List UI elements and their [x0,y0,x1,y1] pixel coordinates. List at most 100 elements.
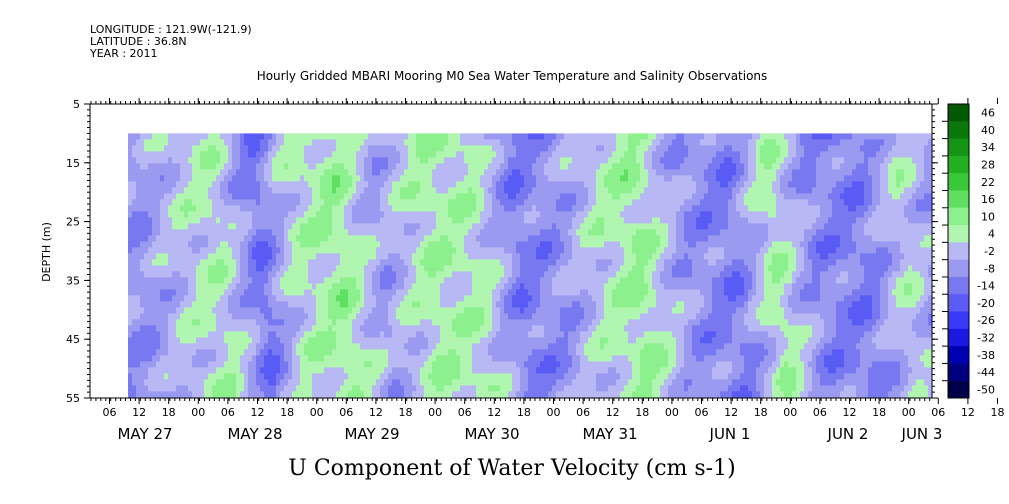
heatmap-cell [356,307,361,314]
heatmap-cell [304,283,309,290]
heatmap-cell [268,265,273,272]
heatmap-cell [388,265,393,272]
heatmap-cell [512,205,517,212]
heatmap-cell [260,349,265,356]
heatmap-cell [144,361,149,368]
heatmap-cell [380,181,385,188]
heatmap-cell [140,151,145,158]
heatmap-cell [320,361,325,368]
heatmap-cell [320,271,325,278]
heatmap-cell [284,343,289,350]
heatmap-cell [196,355,201,362]
heatmap-cell [392,211,397,218]
heatmap-cell [348,181,353,188]
heatmap-cell [500,355,505,362]
heatmap-cell [360,331,365,338]
heatmap-cell [324,223,329,230]
heatmap-cell [556,223,561,230]
heatmap-cell [404,157,409,164]
heatmap-cell [176,223,181,230]
heatmap-cell [396,193,401,200]
heatmap-cell [212,325,217,332]
heatmap-cell [276,373,281,380]
heatmap-cell [304,313,309,320]
heatmap-cell [152,253,157,260]
heatmap-cell [332,181,337,188]
heatmap-cell [512,193,517,200]
heatmap-cell [332,391,337,398]
heatmap-cell [536,331,541,338]
heatmap-cell [304,211,309,218]
heatmap-cell [172,223,177,230]
heatmap-cell [188,337,193,344]
heatmap-cell [400,307,405,314]
heatmap-cell [204,301,209,308]
heatmap-cell [480,145,485,152]
heatmap-cell [272,337,277,344]
heatmap-cell [320,337,325,344]
heatmap-cell [268,391,273,398]
heatmap-cell [388,343,393,350]
heatmap-cell [204,313,209,320]
heatmap-cell [276,211,281,218]
heatmap-cell [148,145,153,152]
heatmap-cell [516,223,521,230]
heatmap-cell [432,187,437,194]
heatmap-cell [220,259,225,266]
heatmap-cell [532,241,537,248]
heatmap-cell [276,163,281,170]
heatmap-cell [452,157,457,164]
heatmap-cell [516,139,521,146]
heatmap-cell [400,151,405,158]
heatmap-cell [520,271,525,278]
heatmap-cell [224,253,229,260]
heatmap-cell [352,343,357,350]
heatmap-cell [508,217,513,224]
heatmap-cell [340,265,345,272]
heatmap-cell [412,205,417,212]
heatmap-cell [320,211,325,218]
heatmap-cell [384,337,389,344]
heatmap-cell [284,337,289,344]
heatmap-cell [412,265,417,272]
heatmap-cell [308,343,313,350]
heatmap-cell [296,247,301,254]
heatmap-cell [272,253,277,260]
heatmap-cell [148,277,153,284]
heatmap-cell [140,217,145,224]
heatmap-cell [260,283,265,290]
heatmap-cell [512,385,517,392]
heatmap-cell [504,283,509,290]
heatmap-cell [416,295,421,302]
heatmap-cell [144,265,149,272]
heatmap-cell [368,193,373,200]
heatmap-cell [168,277,173,284]
heatmap-cell [556,343,561,350]
heatmap-cell [544,313,549,320]
heatmap-cell [208,241,213,248]
heatmap-cell [552,283,557,290]
heatmap-cell [196,385,201,392]
heatmap-cell [412,139,417,146]
heatmap-cell [196,283,201,290]
heatmap-cell [240,283,245,290]
heatmap-cell [176,361,181,368]
heatmap-cell [172,169,177,176]
heatmap-cell [264,343,269,350]
heatmap-cell [160,145,165,152]
heatmap-cell [184,259,189,266]
heatmap-cell [136,205,141,212]
heatmap-cell [564,151,569,158]
heatmap-cell [316,163,321,170]
heatmap-cell [436,361,441,368]
heatmap-cell [544,325,549,332]
heatmap-cell [260,289,265,296]
heatmap-cell [456,295,461,302]
heatmap-cell [348,325,353,332]
heatmap-cell [564,157,569,164]
heatmap-cell [236,139,241,146]
heatmap-cell [492,319,497,326]
heatmap-cell [540,277,545,284]
heatmap-cell [524,223,529,230]
heatmap-cell [524,205,529,212]
